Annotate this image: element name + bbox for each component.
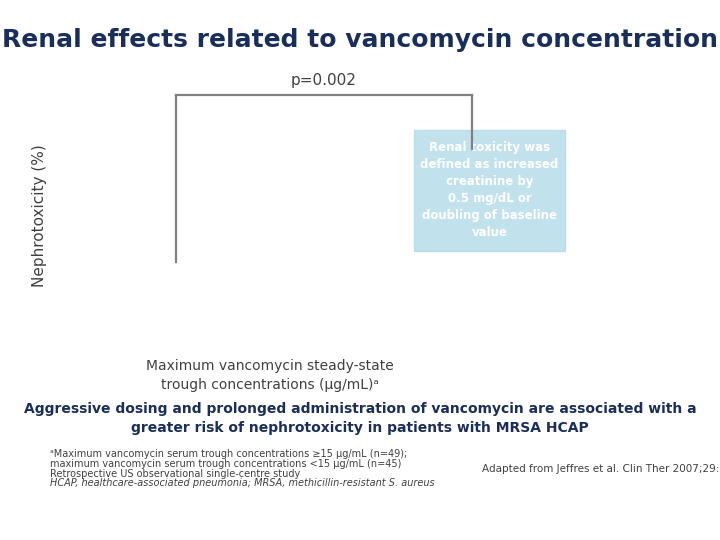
Text: Aggressive dosing and prolonged administration of vancomycin are associated with: Aggressive dosing and prolonged administ…: [24, 402, 696, 435]
Text: Medizinische Hochschule
Hannover: Medizinische Hochschule Hannover: [497, 495, 636, 518]
Text: H: H: [450, 502, 467, 522]
Text: p=0.002: p=0.002: [291, 73, 357, 88]
Text: Renal toxicity was
defined as increased
creatinine by
0.5 mg/dL or
doubling of b: Renal toxicity was defined as increased …: [420, 141, 559, 239]
Text: H: H: [460, 487, 490, 520]
Text: HCAP, healthcare-associated pneumonia; MRSA, methicillin-resistant S. aureus: HCAP, healthcare-associated pneumonia; M…: [50, 478, 435, 489]
Text: maximum vancomycin serum trough concentrations <15 μg/mL (n=45): maximum vancomycin serum trough concentr…: [50, 459, 402, 469]
Text: ᵃMaximum vancomycin serum trough concentrations ≥15 μg/mL (n=49);: ᵃMaximum vancomycin serum trough concent…: [50, 449, 408, 460]
Text: Adapted from Jeffres et al. Clin Ther 2007;29:1107-15: Adapted from Jeffres et al. Clin Ther 20…: [482, 464, 720, 474]
Text: Maximum vancomycin steady-state
trough concentrations (μg/mL)ᵃ: Maximum vancomycin steady-state trough c…: [146, 359, 394, 392]
Text: Welte – Bremen 20.02.2014: Welte – Bremen 20.02.2014: [36, 504, 192, 514]
Text: Renal effects related to vancomycin concentration: Renal effects related to vancomycin conc…: [2, 29, 718, 52]
Text: M: M: [421, 487, 457, 520]
Text: Retrospective US observational single-centre study: Retrospective US observational single-ce…: [50, 469, 301, 479]
Text: Nephrotoxicity (%): Nephrotoxicity (%): [32, 145, 47, 287]
